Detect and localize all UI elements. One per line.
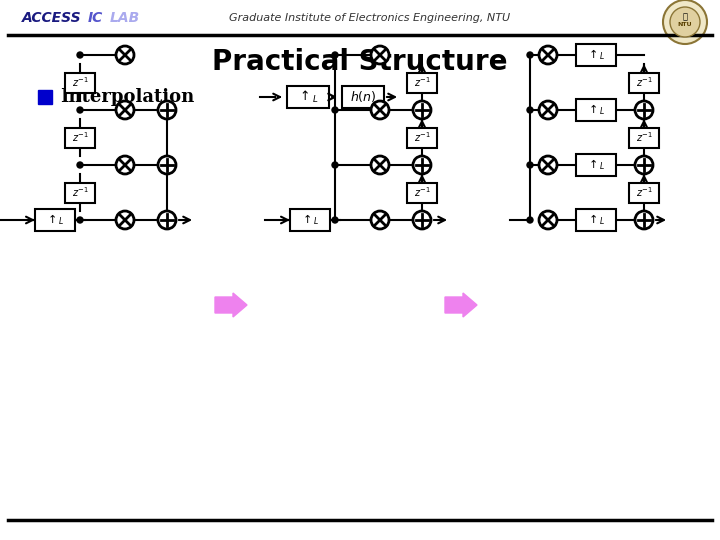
- Circle shape: [670, 7, 700, 37]
- Text: $z^{-1}$: $z^{-1}$: [413, 131, 431, 144]
- Bar: [407, 183, 437, 202]
- Circle shape: [158, 101, 176, 119]
- Bar: [65, 127, 95, 147]
- Circle shape: [635, 211, 653, 229]
- Text: 🌿: 🌿: [683, 12, 688, 22]
- Circle shape: [539, 156, 557, 174]
- Circle shape: [77, 162, 83, 168]
- FancyArrow shape: [215, 293, 247, 317]
- Circle shape: [332, 107, 338, 113]
- Text: $z^{-1}$: $z^{-1}$: [71, 186, 89, 199]
- Text: $z^{-1}$: $z^{-1}$: [413, 76, 431, 90]
- Text: LAB: LAB: [110, 11, 140, 25]
- Text: $\uparrow_L$: $\uparrow_L$: [586, 213, 606, 227]
- Bar: [407, 127, 437, 147]
- Circle shape: [527, 52, 533, 58]
- Circle shape: [371, 101, 389, 119]
- Circle shape: [539, 101, 557, 119]
- Text: $z^{-1}$: $z^{-1}$: [636, 131, 652, 144]
- Bar: [65, 183, 95, 202]
- Circle shape: [635, 156, 653, 174]
- Bar: [290, 209, 330, 231]
- Circle shape: [116, 101, 134, 119]
- Circle shape: [663, 0, 707, 44]
- Text: $z^{-1}$: $z^{-1}$: [413, 186, 431, 199]
- Circle shape: [635, 101, 653, 119]
- Circle shape: [413, 101, 431, 119]
- Bar: [629, 183, 659, 202]
- Text: NTU: NTU: [678, 23, 693, 28]
- Text: $\uparrow_L$: $\uparrow_L$: [300, 213, 320, 227]
- Text: $z^{-1}$: $z^{-1}$: [636, 76, 652, 90]
- Text: ACCESS: ACCESS: [22, 11, 81, 25]
- Text: $z^{-1}$: $z^{-1}$: [71, 131, 89, 144]
- Bar: [576, 99, 616, 121]
- Bar: [287, 86, 329, 108]
- Circle shape: [77, 217, 83, 223]
- Text: Interpolation: Interpolation: [60, 88, 194, 106]
- Circle shape: [332, 162, 338, 168]
- Bar: [407, 72, 437, 92]
- Circle shape: [413, 156, 431, 174]
- Circle shape: [158, 211, 176, 229]
- Bar: [629, 72, 659, 92]
- Circle shape: [527, 217, 533, 223]
- Circle shape: [77, 107, 83, 113]
- Bar: [35, 209, 75, 231]
- FancyArrow shape: [445, 293, 477, 317]
- Text: $\uparrow_L$: $\uparrow_L$: [45, 213, 65, 227]
- Circle shape: [116, 211, 134, 229]
- Bar: [576, 209, 616, 231]
- Circle shape: [371, 156, 389, 174]
- Bar: [38, 90, 52, 104]
- Circle shape: [527, 162, 533, 168]
- Circle shape: [116, 46, 134, 64]
- Bar: [342, 86, 384, 108]
- Circle shape: [539, 211, 557, 229]
- Circle shape: [116, 156, 134, 174]
- Circle shape: [371, 211, 389, 229]
- Text: $\uparrow_L$: $\uparrow_L$: [297, 89, 319, 105]
- Text: $\uparrow_L$: $\uparrow_L$: [586, 103, 606, 117]
- Circle shape: [413, 211, 431, 229]
- Text: $h(n)$: $h(n)$: [350, 90, 377, 105]
- Text: $z^{-1}$: $z^{-1}$: [71, 76, 89, 90]
- Bar: [629, 127, 659, 147]
- Text: $\uparrow_L$: $\uparrow_L$: [586, 158, 606, 172]
- Circle shape: [539, 46, 557, 64]
- Text: $z^{-1}$: $z^{-1}$: [636, 186, 652, 199]
- Circle shape: [527, 107, 533, 113]
- Circle shape: [158, 156, 176, 174]
- Text: Practical Structure: Practical Structure: [212, 48, 508, 76]
- Circle shape: [77, 52, 83, 58]
- Bar: [65, 72, 95, 92]
- Text: IC: IC: [88, 11, 103, 25]
- Text: $\uparrow_L$: $\uparrow_L$: [586, 48, 606, 63]
- Circle shape: [371, 46, 389, 64]
- Bar: [576, 154, 616, 176]
- Text: Graduate Institute of Electronics Engineering, NTU: Graduate Institute of Electronics Engine…: [230, 13, 510, 23]
- Circle shape: [332, 217, 338, 223]
- Circle shape: [332, 52, 338, 58]
- Bar: [576, 44, 616, 66]
